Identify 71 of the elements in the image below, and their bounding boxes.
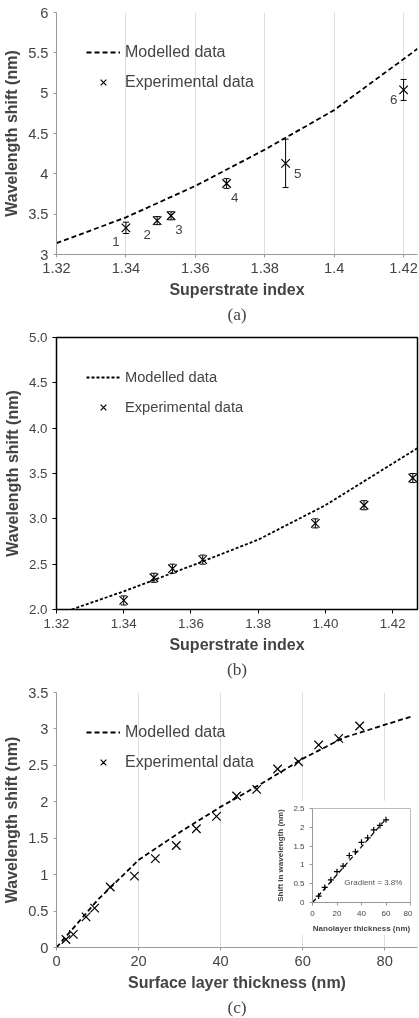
annotation: 6 <box>389 92 398 108</box>
x-axis-title: Superstrate index <box>169 635 305 653</box>
y-axis-title: Wavelength shift (nm) <box>3 736 21 904</box>
y-tick-label: 2.0 <box>28 602 48 617</box>
x-tick-label: 1.34 <box>111 259 141 276</box>
annotation: 4 <box>230 190 239 206</box>
x-tick-label: 60 <box>381 908 391 918</box>
x-tick-label: 80 <box>376 952 393 969</box>
legend-label: Experimental data <box>125 753 254 771</box>
y-tick-label: 1.5 <box>293 841 306 851</box>
x-tick-label: 1.34 <box>110 615 138 631</box>
x-tick-label: 1.4 <box>324 259 345 276</box>
y-tick-label: 2.5 <box>293 804 306 813</box>
x-tick-label: 40 <box>357 908 367 918</box>
y-tick-label: 1.5 <box>28 830 49 847</box>
y-tick-label: 4.5 <box>28 375 48 391</box>
annotation: 3 <box>175 222 183 238</box>
y-tick-label: 4 <box>40 165 49 182</box>
y-tick-label: 4.5 <box>28 125 49 142</box>
x-tick-label: 1.40 <box>312 615 339 631</box>
y-tick-label: 0.5 <box>293 879 306 889</box>
y-tick-label: 2.5 <box>28 556 48 572</box>
y-tick-label: 3.5 <box>28 466 48 481</box>
x-tick-label: 1.42 <box>379 615 406 631</box>
y-tick-label: 1 <box>40 866 49 883</box>
x-axis-title: Superstrate index <box>169 280 305 298</box>
y-tick-label: 4.0 <box>28 420 48 436</box>
legend-label: Experimental data <box>125 73 254 91</box>
y-tick-label: 2 <box>40 793 49 810</box>
x-tick-label: 0 <box>52 952 61 969</box>
annotation: 2 <box>143 227 151 243</box>
y-tick-label: 2 <box>300 822 306 832</box>
x-tick-label: 1.32 <box>43 615 70 631</box>
x-tick-label: 1.36 <box>177 615 204 631</box>
y-tick-label: 6 <box>40 4 49 21</box>
y-tick-label: 3 <box>40 720 49 737</box>
y-tick-label: 5 <box>40 85 49 102</box>
x-tick-label: 1.36 <box>181 259 210 276</box>
y-tick-label: 1 <box>300 860 306 870</box>
x-axis-title: Surface layer thickness (nm) <box>128 973 346 991</box>
annotation: 1 <box>112 234 120 250</box>
x-tick-label: 1.38 <box>245 615 272 631</box>
y-tick-label: 2.5 <box>28 757 49 774</box>
x-tick-label: 1.38 <box>250 259 280 276</box>
x-axis-title: Nanolayer thickness (nm) <box>312 923 411 933</box>
y-axis-title: Shift in wavelength (nm) <box>276 808 286 902</box>
x-tick-label: 80 <box>403 908 414 918</box>
x-tick-label: 40 <box>212 952 229 969</box>
text: (a) <box>227 304 247 324</box>
legend-label: Modelled data <box>125 369 218 385</box>
y-tick-label: 0.5 <box>28 903 49 920</box>
y-axis-title: Wavelength shift (nm) <box>3 50 21 217</box>
legend-label: Modelled data <box>125 43 226 61</box>
annotation: Gradient = 3.8% <box>344 878 403 888</box>
y-tick-label: 0 <box>300 898 306 907</box>
x-tick-label: 20 <box>130 952 147 969</box>
y-tick-label: 5.5 <box>28 44 49 61</box>
text: (c) <box>227 997 247 1017</box>
x-tick-label: 60 <box>294 952 311 969</box>
legend-label: Modelled data <box>125 723 226 741</box>
y-tick-label: 0 <box>40 939 49 956</box>
y-tick-label: 3.5 <box>28 206 49 223</box>
x-tick-label: 20 <box>332 908 342 918</box>
legend-label: Experimental data <box>125 399 244 415</box>
y-axis-title: Wavelength shift (nm) <box>3 390 21 557</box>
text: (b) <box>226 659 248 679</box>
x-tick-label: 1.42 <box>389 259 418 276</box>
y-tick-label: 5.0 <box>28 330 48 345</box>
x-tick-label: 0 <box>310 908 316 918</box>
y-tick-label: 3.5 <box>28 684 49 701</box>
y-tick-label: 3.0 <box>28 511 48 527</box>
